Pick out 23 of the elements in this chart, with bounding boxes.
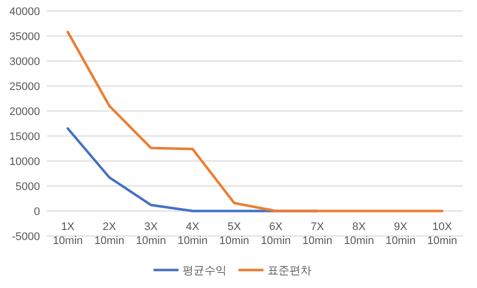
x-tick-label: 2X 10min — [94, 221, 124, 247]
y-tick-label: 30000 — [9, 56, 40, 68]
line-series — [66, 30, 444, 212]
legend-label: 평균수익 — [182, 265, 226, 277]
x-tick-label: 8X 10min — [344, 221, 374, 247]
y-tick-label: -5000 — [12, 231, 40, 243]
x-tick-label: 9X 10min — [386, 221, 416, 247]
x-tick-label: 10X 10min — [427, 221, 458, 247]
legend-label: 표준편차 — [268, 265, 312, 277]
y-tick-label: 40000 — [9, 6, 40, 18]
y-tick-label: 15000 — [9, 131, 40, 143]
y-tick-label: 20000 — [9, 106, 40, 118]
x-tick-label: 4X 10min — [178, 221, 208, 247]
x-tick-label: 3X 10min — [136, 221, 166, 247]
y-tick-label: 0 — [34, 206, 40, 218]
y-tick-label: 35000 — [9, 31, 40, 43]
x-tick-label: 7X 10min — [302, 221, 332, 247]
y-tick-label: 25000 — [9, 81, 40, 93]
x-tick-label: 6X 10min — [260, 221, 291, 247]
x-tick-label: 5X 10min — [219, 221, 250, 247]
y-tick-label: 10000 — [9, 156, 40, 168]
x-tick-label: 1X 10min — [52, 221, 83, 247]
y-tick-label: 5000 — [16, 181, 40, 193]
